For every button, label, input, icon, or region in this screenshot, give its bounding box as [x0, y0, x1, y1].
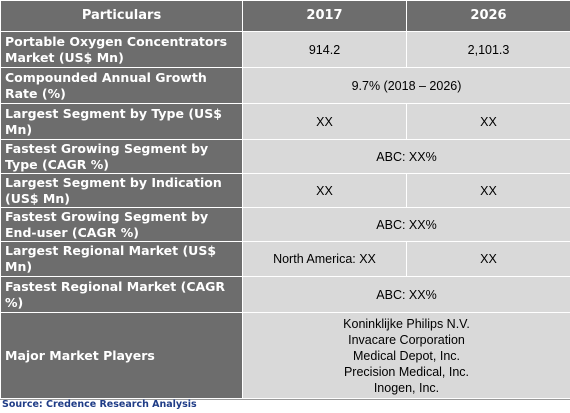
- header-2026: 2026: [406, 0, 570, 32]
- player-item: Invacare Corporation: [348, 332, 465, 347]
- row-label: Largest Regional Market (US$ Mn): [0, 241, 243, 277]
- cell-2017: 914.2: [242, 31, 407, 68]
- players-list: Koninklijke Philips N.V. Invacare Corpor…: [242, 312, 570, 399]
- player-item: Koninklijke Philips N.V.: [343, 316, 470, 331]
- player-item: Medical Depot, Inc.: [353, 348, 460, 363]
- table-row: Fastest Growing Segment by End-user (CAG…: [0, 207, 570, 242]
- player-item: Precision Medical, Inc.: [343, 364, 470, 379]
- row-label: Portable Oxygen Concentrators Market (US…: [0, 31, 243, 68]
- row-label: Fastest Growing Segment by End-user (CAG…: [0, 207, 243, 242]
- cell-2026: XX: [406, 241, 570, 277]
- table-row: Fastest Regional Market (CAGR %) ABC: XX…: [0, 276, 570, 313]
- cell-2026: XX: [406, 103, 570, 140]
- table-row: Compounded Annual Growth Rate (%) 9.7% (…: [0, 67, 570, 104]
- cell-merged: ABC: XX%: [242, 207, 570, 242]
- table-row: Fastest Growing Segment by Type (CAGR %)…: [0, 139, 570, 174]
- market-summary-table: Particulars 2017 2026 Portable Oxygen Co…: [0, 0, 570, 399]
- row-label: Compounded Annual Growth Rate (%): [0, 67, 243, 104]
- cell-merged: ABC: XX%: [242, 139, 570, 174]
- table-row: Largest Regional Market (US$ Mn) North A…: [0, 241, 570, 277]
- table-row-players: Major Market Players Koninklijke Philips…: [0, 312, 570, 399]
- cell-merged: ABC: XX%: [242, 276, 570, 313]
- row-label: Fastest Growing Segment by Type (CAGR %): [0, 139, 243, 174]
- cell-2017: XX: [242, 173, 407, 208]
- header-particulars: Particulars: [0, 0, 243, 32]
- row-label: Largest Segment by Type (US$ Mn): [0, 103, 243, 140]
- header-2017: 2017: [242, 0, 407, 32]
- table-row: Portable Oxygen Concentrators Market (US…: [0, 31, 570, 68]
- table-header-row: Particulars 2017 2026: [0, 0, 570, 32]
- row-label: Major Market Players: [0, 312, 243, 399]
- row-label: Largest Segment by Indication (US$ Mn): [0, 173, 243, 208]
- cell-merged: 9.7% (2018 – 2026): [242, 67, 570, 104]
- player-item: Inogen, Inc.: [373, 380, 440, 395]
- divider: [0, 399, 570, 400]
- table-row: Largest Segment by Type (US$ Mn) XX XX: [0, 103, 570, 140]
- source-note: Source: Credence Research Analysis: [2, 399, 197, 410]
- table-row: Largest Segment by Indication (US$ Mn) X…: [0, 173, 570, 208]
- row-label: Fastest Regional Market (CAGR %): [0, 276, 243, 313]
- cell-2026: 2,101.3: [406, 31, 570, 68]
- cell-2017: XX: [242, 103, 407, 140]
- cell-2017: North America: XX: [242, 241, 407, 277]
- cell-2026: XX: [406, 173, 570, 208]
